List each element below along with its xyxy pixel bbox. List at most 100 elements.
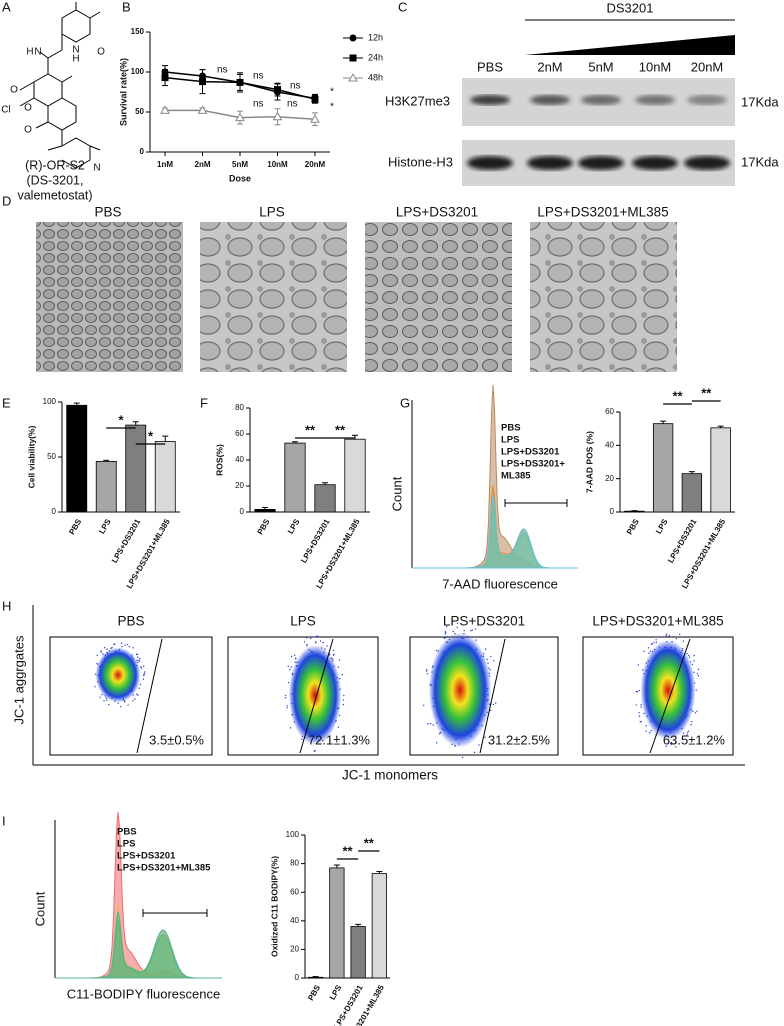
micrograph-label: PBS: [94, 205, 121, 220]
event-dot: [120, 642, 123, 644]
y-tick-label: 20: [290, 945, 299, 954]
event-dot: [315, 642, 317, 644]
event-dot: [138, 659, 140, 661]
micrograph-label: LPS+DS3201: [396, 205, 478, 220]
atom-label: N: [72, 45, 79, 56]
point: [161, 74, 169, 82]
blot-row-label: H3K27me3: [385, 93, 450, 108]
x-tick-label: LPS: [286, 517, 302, 536]
x-tick-label: PBS: [67, 517, 83, 536]
bar: [681, 473, 703, 513]
event-dot: [473, 751, 476, 754]
legend-label: LPS: [117, 839, 135, 850]
event-dot: [100, 651, 102, 653]
significance-label: **: [364, 835, 375, 850]
legend-label: LPS+DS3201+: [501, 459, 565, 470]
event-dot: [289, 727, 292, 729]
event-dot: [99, 696, 101, 698]
event-dot: [489, 709, 492, 712]
panel-label: H: [2, 598, 11, 613]
event-dot: [96, 662, 98, 665]
micrograph-label: LPS+DS3201+ML385: [537, 205, 668, 220]
y-axis-label: Cell viability(%): [26, 425, 36, 488]
event-dot: [338, 714, 341, 717]
event-dot: [674, 741, 677, 744]
atom-label: O: [10, 85, 18, 96]
x-tick-label: PBS: [625, 517, 641, 536]
hist-y-label: Count: [389, 476, 404, 511]
event-dot: [322, 641, 324, 644]
event-dot: [136, 693, 138, 695]
blot-band: [467, 156, 513, 170]
event-dot: [688, 654, 690, 657]
x-tick-label: LPS: [97, 517, 113, 536]
blot-band: [581, 95, 621, 105]
blot-band: [470, 95, 510, 105]
density-cloud: [288, 645, 342, 745]
event-dot: [287, 681, 290, 684]
event-dot: [286, 705, 288, 707]
event-dot: [658, 636, 660, 638]
significance-label: *: [148, 428, 154, 443]
event-dot: [113, 643, 116, 645]
event-dot: [319, 640, 322, 642]
legend-label: LPS: [501, 435, 519, 446]
point: [235, 112, 245, 122]
significance-label: **: [342, 843, 353, 858]
compound-caption: (DS-3201,: [27, 173, 84, 187]
micrograph: [36, 222, 183, 372]
x-tick-label: PBS: [306, 983, 322, 1002]
legend-label: 12h: [368, 32, 383, 42]
x-tick-label: PBS: [256, 517, 272, 536]
y-tick-label: 0: [52, 507, 57, 516]
y-tick-label: 60: [605, 407, 614, 416]
x-tick-label: LPS+DS3201: [666, 517, 699, 565]
event-dot: [636, 691, 639, 693]
event-dot: [645, 730, 647, 732]
event-dot: [318, 635, 320, 638]
event-dot: [435, 742, 438, 744]
jc1-panel-title: PBS: [117, 614, 144, 629]
panel-label: C: [398, 0, 407, 14]
blot-row-label: Histone-H3: [388, 154, 453, 169]
histogram: [412, 494, 578, 569]
jc1-axes: [32, 605, 745, 766]
event-dot: [342, 704, 345, 706]
event-dot: [337, 666, 340, 668]
legend-marker: [349, 34, 357, 42]
event-dot: [694, 712, 697, 714]
y-tick-label: 50: [135, 107, 144, 116]
bar: [307, 976, 324, 979]
event-dot: [693, 660, 695, 662]
gate-line: [136, 638, 163, 754]
point: [311, 95, 319, 103]
atom-label: H: [72, 54, 79, 65]
annotation: *: [330, 102, 334, 113]
micrograph-label: LPS: [259, 205, 285, 220]
y-tick-label: 0: [610, 507, 615, 516]
y-tick-label: 0: [240, 507, 245, 516]
atom-label: O: [97, 47, 105, 58]
chemical-structure: [19, 2, 101, 169]
event-dot: [444, 637, 447, 639]
histogram: [55, 811, 222, 979]
event-dot: [301, 738, 303, 740]
blot-treatment: DS3201: [607, 0, 654, 15]
event-dot: [341, 673, 344, 676]
y-tick-label: 40: [605, 440, 614, 449]
event-dot: [426, 670, 428, 672]
event-dot: [675, 746, 677, 748]
significance-label: **: [335, 422, 346, 437]
event-dot: [686, 734, 689, 736]
y-tick-label: 60: [290, 887, 299, 896]
event-dot: [638, 689, 641, 692]
y-axis-label: 7-AAD POS (%): [584, 431, 594, 493]
event-dot: [668, 634, 670, 637]
legend-label: PBS: [501, 423, 521, 434]
event-dot: [132, 647, 134, 649]
legend-marker: [349, 54, 357, 62]
density-cloud: [640, 640, 696, 740]
hist-x-label: 7-AAD fluorescence: [442, 576, 558, 591]
event-dot: [306, 643, 308, 646]
legend-label: LPS+DS3201+ML385: [117, 863, 211, 874]
